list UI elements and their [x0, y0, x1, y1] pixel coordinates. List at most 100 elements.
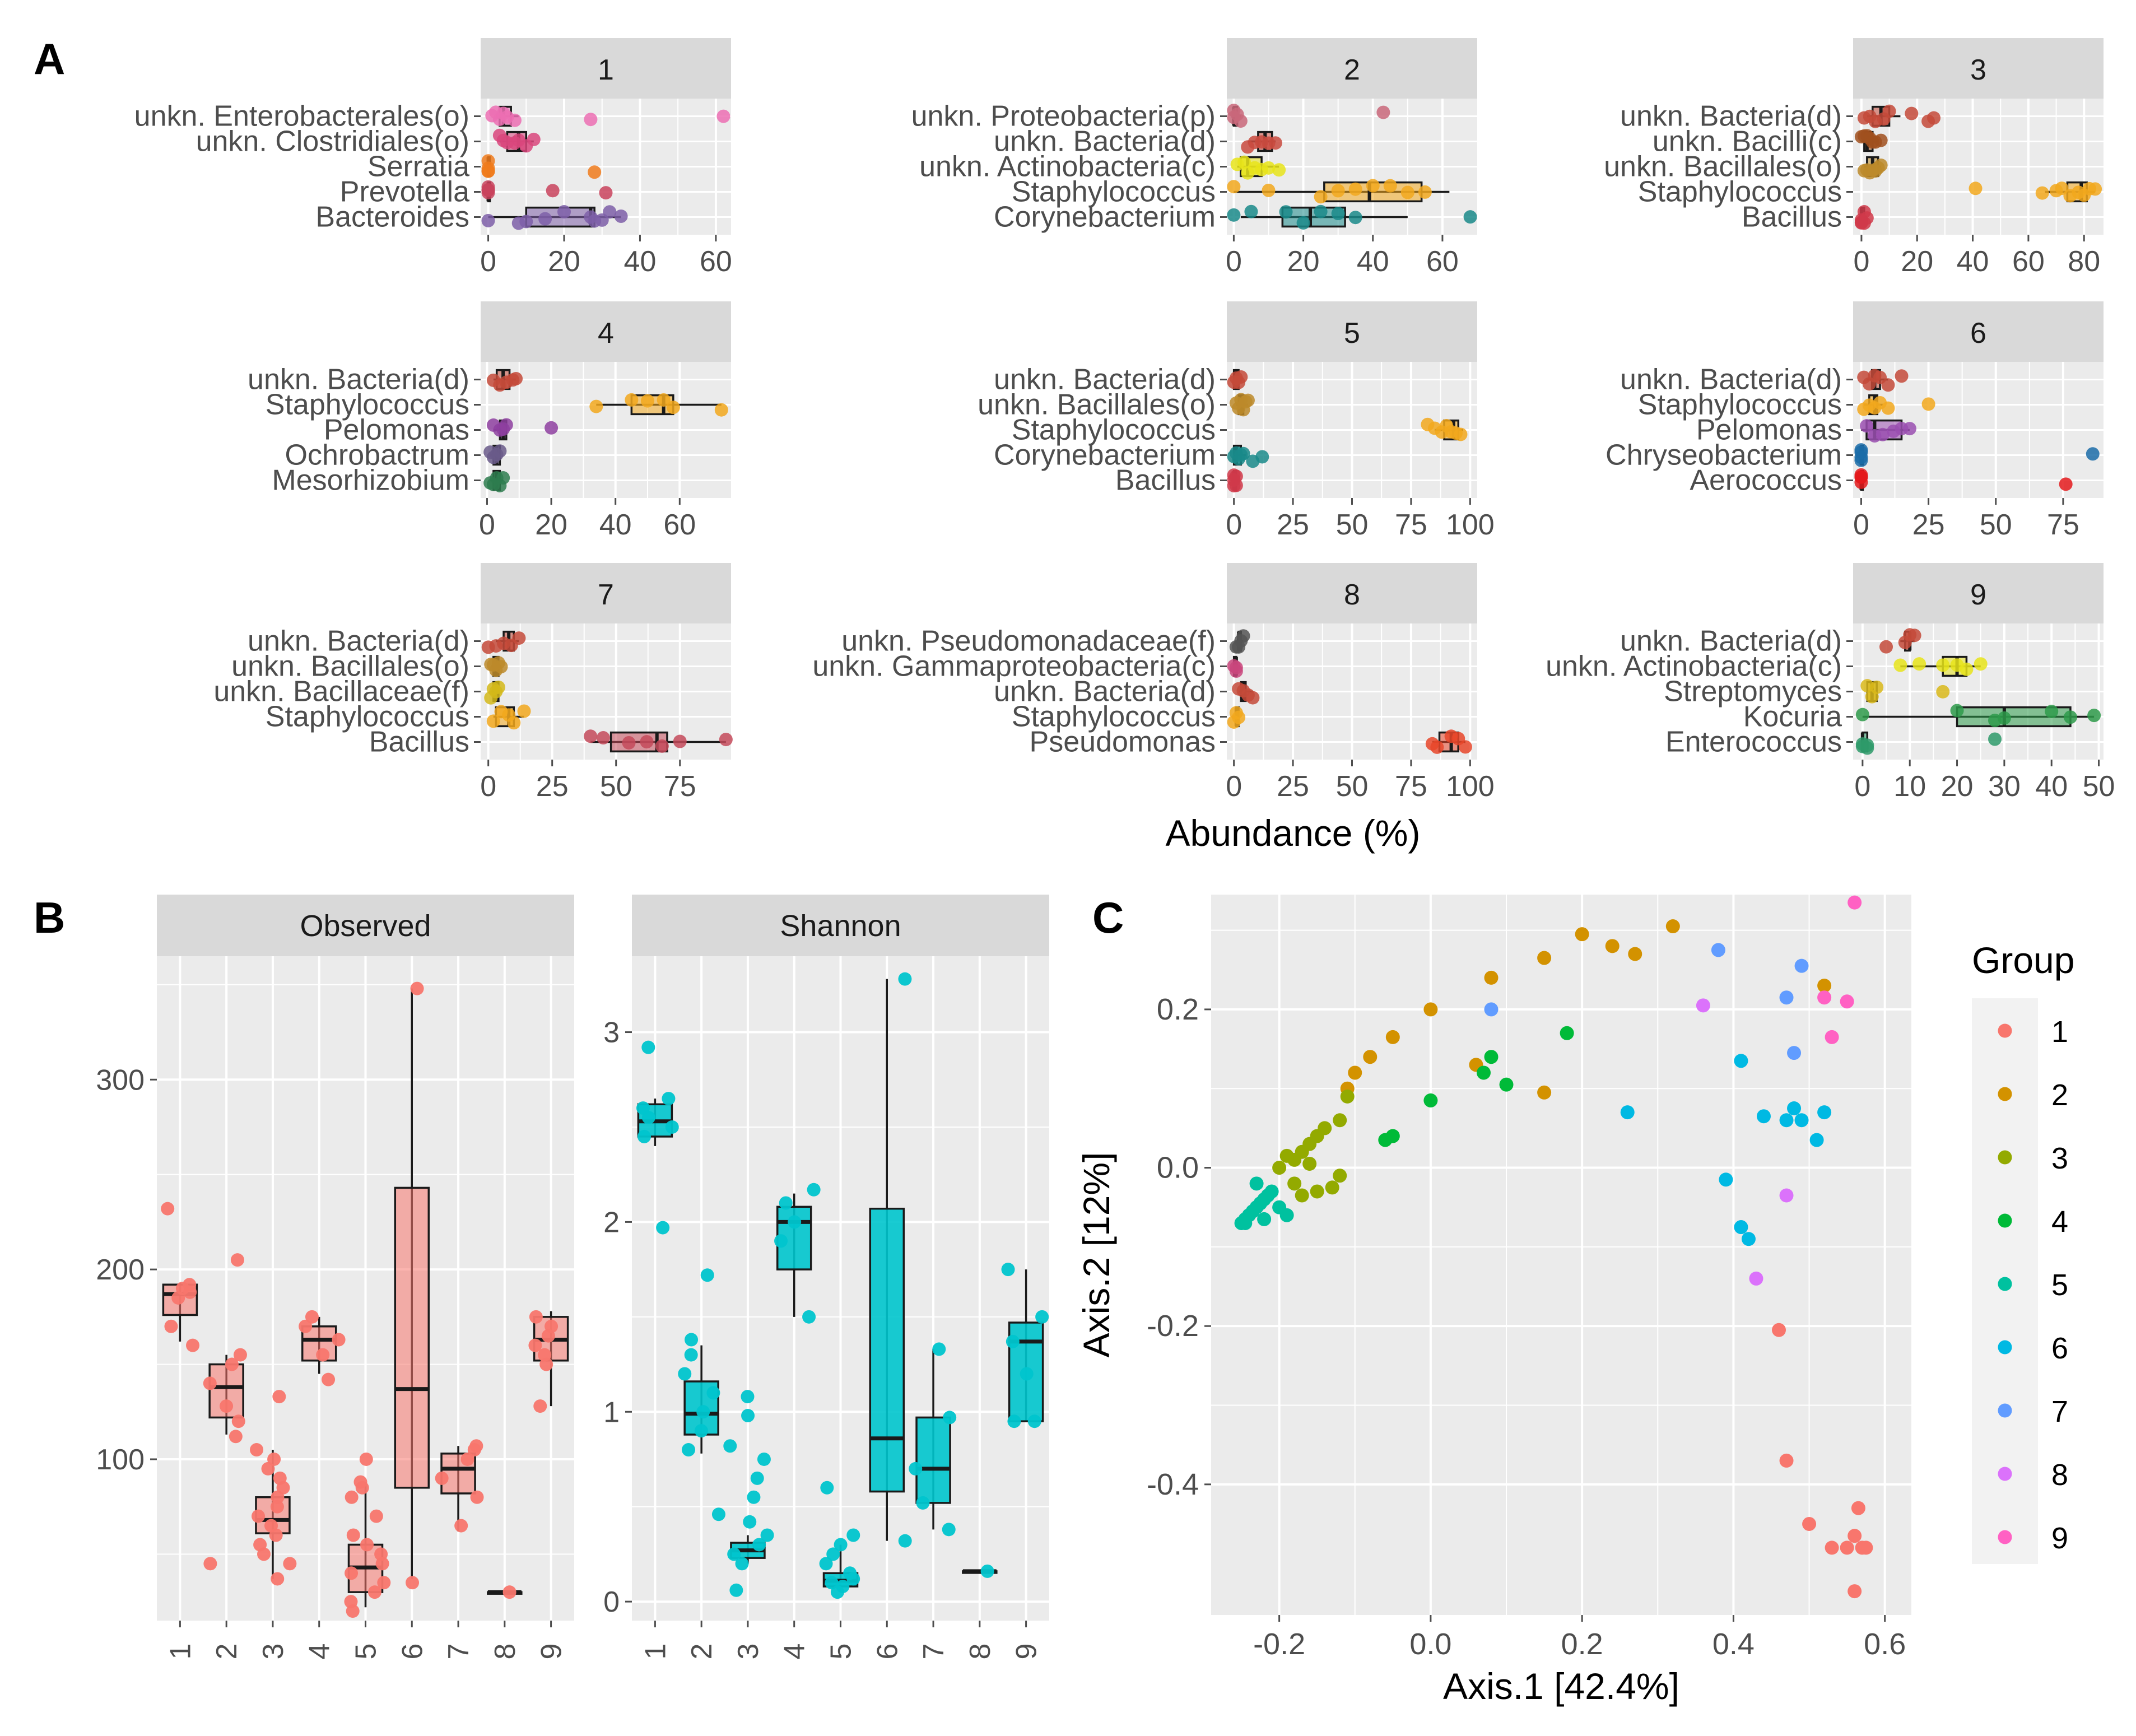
tick-label-x: 2 [686, 1644, 718, 1660]
taxon-label: Aerococcus [1690, 464, 1842, 497]
data-point [231, 1414, 245, 1428]
data-point [898, 972, 912, 986]
data-point [1227, 208, 1241, 222]
data-point [533, 1399, 547, 1413]
data-point [846, 1528, 860, 1542]
data-point [641, 1040, 655, 1054]
data-point [299, 1319, 313, 1333]
data-point [655, 739, 669, 753]
data-point [454, 1519, 468, 1533]
data-point [1400, 185, 1414, 199]
taxon-label: unkn. Pseudomonadaceae(f) [841, 625, 1216, 658]
tick-label-y: -0.4 [1147, 1468, 1199, 1501]
data-point [1454, 427, 1468, 441]
scatter-point [1787, 1101, 1802, 1116]
tick-label-x: 50 [1336, 509, 1369, 541]
panel-a-x-axis-title: Abundance (%) [1166, 812, 1421, 854]
panel-c: -0.2 0.0 0.2 0.4 0.6 -0.4 -0.2 0.0 0.2 Axis.1 [42… [1076, 895, 2074, 1707]
tick-label-x: 0 [480, 770, 496, 803]
data-point [741, 1409, 755, 1423]
legend-swatch [1998, 1213, 2012, 1228]
scatter-point [1848, 1529, 1862, 1543]
data-point [2035, 186, 2049, 200]
taxon-label: Chryseobacterium [1606, 439, 1842, 472]
data-point [367, 1585, 381, 1599]
scatter-plot-bg [1211, 895, 1911, 1615]
data-point [491, 680, 505, 694]
tick-label-x: 3 [257, 1644, 290, 1660]
legend-label: 5 [2051, 1268, 2068, 1302]
data-point [316, 1348, 330, 1362]
data-point [508, 113, 522, 127]
data-point [1007, 1414, 1021, 1428]
data-point [1921, 397, 1935, 411]
scatter-point [1537, 951, 1552, 965]
data-point [1854, 468, 1868, 482]
facet-strip-label: 1 [598, 54, 614, 86]
data-point [271, 1490, 285, 1504]
tick-label-x: 1 [639, 1644, 672, 1660]
tick-label-x: 7 [443, 1644, 475, 1660]
tick-label-x: 0 [1854, 770, 1870, 803]
data-point [696, 1405, 710, 1419]
data-point [527, 132, 541, 146]
data-point [1855, 708, 1869, 722]
data-point [1244, 204, 1258, 218]
series-group-1 [1772, 1323, 1873, 1599]
data-point [1907, 629, 1921, 643]
legend-label: 8 [2051, 1458, 2068, 1492]
box-iqr [869, 1207, 905, 1493]
data-point [614, 209, 628, 223]
data-point [723, 1439, 737, 1453]
data-point [507, 716, 521, 730]
taxon-label: unkn. Gammaproteobacteria(c) [812, 650, 1216, 683]
series-group-6 [1620, 1054, 1832, 1246]
data-point [203, 1376, 217, 1390]
data-point [203, 1557, 217, 1571]
scatter-point [1665, 919, 1680, 934]
data-point [666, 401, 680, 415]
data-point [270, 1500, 284, 1514]
data-point [1348, 182, 1362, 196]
tick-label-x: 0.6 [1864, 1627, 1906, 1661]
data-point [538, 212, 552, 226]
tick-label-x: 0 [1226, 770, 1242, 803]
scatter-point [1575, 927, 1589, 942]
scatter-point [1794, 958, 1809, 973]
data-point [481, 161, 495, 175]
tick-label-x: 0.0 [1409, 1627, 1451, 1661]
taxon-label: Ochrobactrum [285, 439, 469, 472]
data-point [943, 1411, 957, 1425]
data-point [807, 1183, 821, 1197]
data-point [1241, 393, 1255, 407]
data-point [2063, 710, 2077, 724]
data-point [1001, 1263, 1015, 1277]
data-point [283, 1557, 297, 1571]
data-point [1895, 369, 1909, 383]
data-point [346, 1528, 360, 1542]
data-point [599, 186, 613, 200]
scatter-point [1264, 1184, 1279, 1199]
tick-label-x: 6 [871, 1644, 904, 1660]
data-point [502, 1585, 516, 1599]
scatter-point [1325, 1180, 1339, 1195]
data-point [229, 1430, 243, 1444]
scatter-point [1423, 1093, 1438, 1107]
data-point [493, 444, 507, 458]
scatter-point [1499, 1077, 1514, 1092]
data-point [757, 1452, 771, 1466]
data-point [584, 729, 598, 743]
data-point [1430, 740, 1444, 754]
facet-strip-label: 8 [1344, 579, 1360, 611]
data-point [1234, 114, 1248, 128]
tick-label-x: 7 [918, 1644, 950, 1660]
data-point [640, 735, 654, 749]
data-point [752, 1538, 766, 1552]
facet-4: 4 unkn. Bacteria(d)StaphylococcusPelomona… [248, 301, 731, 541]
taxon-label: Mesorhizobium [272, 464, 469, 497]
facet-strip [1227, 301, 1477, 362]
data-point [1879, 640, 1893, 654]
scatter-point [1279, 1208, 1294, 1222]
tick-label-x: 60 [663, 509, 696, 541]
facet-strip [481, 301, 731, 362]
